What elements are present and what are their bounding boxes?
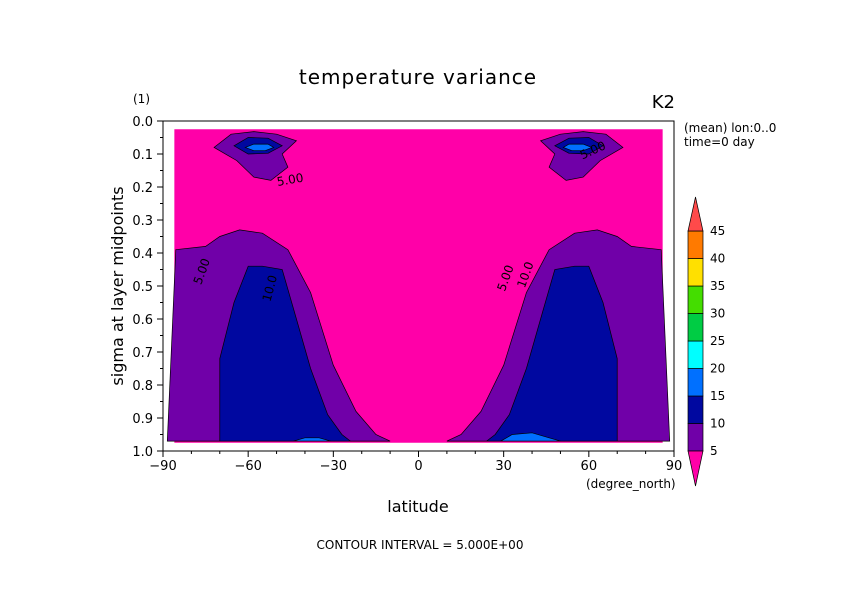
contour-region-15-20 [499,432,561,442]
colorbar-level-label: 30 [710,307,725,321]
y-tick-label: 0.7 [132,346,153,361]
contour-label: 5.00 [276,171,305,189]
x-tick-label: −30 [320,459,347,474]
run-label: K2 [652,92,675,113]
colorbar-level-label: 25 [710,334,725,348]
colorbar-level-label: 10 [710,417,725,431]
y-axis-label: sigma at layer midpoints [108,186,127,385]
x-tick-label: 0 [414,459,422,474]
x-tick-label: 30 [495,459,512,474]
x-tick-label: 60 [581,459,598,474]
colorbar-max-triangle [687,196,704,232]
y-tick-label: 0.3 [132,214,153,229]
x-tick-label: −60 [234,459,261,474]
colorbar-min-triangle [687,450,704,487]
contour-region-10-15 [219,265,352,442]
units-label: (1) [133,92,150,106]
colorbar-box [687,423,704,452]
colorbar-box [687,340,704,369]
contour-region-15-20 [293,437,331,442]
y-tick-label: 1.0 [132,445,153,460]
colorbar-box [687,313,704,342]
x-axis-units: (degree_north) [586,477,676,491]
y-tick-label: 0.2 [132,181,153,196]
x-tick-label: 90 [666,459,683,474]
colorbar-level-label: 5 [710,444,718,458]
contour-region-10-15 [485,265,618,442]
y-tick-label: 0.4 [132,247,153,262]
colorbar-level-label: 45 [710,224,725,238]
colorbar-box [687,368,704,397]
colorbar-box [687,285,704,314]
colorbar-level-label: 15 [710,389,725,403]
colorbar-level-label: 20 [710,362,725,376]
colorbar-box [687,395,704,424]
colorbar-level-label: 35 [710,279,725,293]
chart-title: temperature variance [299,65,537,89]
colorbar-box [687,230,704,259]
y-tick-label: 0.8 [132,379,153,394]
y-tick-label: 0.1 [132,148,153,163]
contour-interval-footer: CONTOUR INTERVAL = 5.000E+00 [317,538,524,552]
contour-label: 10.0 [260,274,280,303]
x-axis-label: latitude [387,497,448,516]
y-tick-label: 0.6 [132,313,153,328]
colorbar: 5 10 15 20 25 30 35 40 45 [687,196,725,487]
contour-region-15-20 [562,143,593,152]
colorbar-level-label: 40 [710,252,725,266]
contour-region-15-20 [244,143,275,152]
info-line-mean: (mean) lon:0..0 [684,121,776,135]
x-tick-label: −90 [149,459,176,474]
colorbar-box [687,258,704,287]
y-tick-label: 0.0 [132,115,153,130]
y-tick-label: 0.5 [132,280,153,295]
y-tick-label: 0.9 [132,412,153,427]
info-line-time: time=0 day [684,135,755,149]
